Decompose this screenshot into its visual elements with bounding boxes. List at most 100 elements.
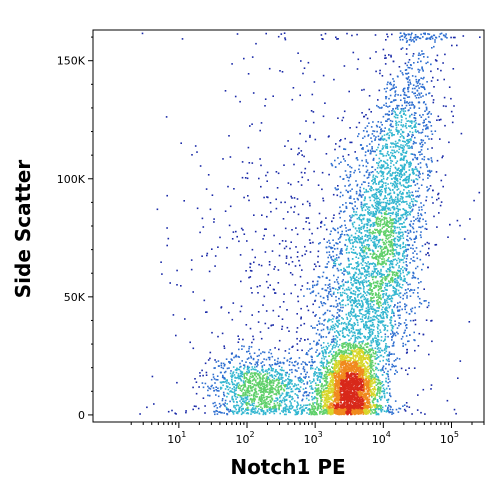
data-point <box>318 333 321 335</box>
data-point <box>384 282 387 285</box>
data-point <box>365 321 367 323</box>
data-point <box>329 362 331 364</box>
data-point <box>363 379 365 381</box>
data-point <box>317 390 320 392</box>
data-point <box>320 403 322 405</box>
data-point <box>368 385 370 387</box>
data-point <box>382 320 385 322</box>
data-point <box>431 161 433 163</box>
data-point <box>404 255 406 257</box>
data-point <box>388 404 390 407</box>
data-point <box>340 408 343 410</box>
data-point <box>324 387 327 390</box>
data-point <box>332 255 335 258</box>
data-point <box>338 361 340 364</box>
data-point <box>347 372 349 374</box>
data-point <box>343 410 345 412</box>
data-point <box>346 399 349 402</box>
data-point <box>360 201 363 204</box>
data-point <box>358 315 360 317</box>
data-point <box>331 341 333 343</box>
data-point <box>339 404 342 406</box>
data-point <box>336 366 338 368</box>
data-point <box>311 367 314 370</box>
data-point <box>291 383 293 385</box>
data-point <box>370 353 373 356</box>
data-point <box>435 243 438 246</box>
data-point <box>324 302 327 305</box>
data-point <box>341 381 344 383</box>
data-point <box>354 213 357 216</box>
data-point <box>335 407 338 409</box>
data-point <box>379 392 381 395</box>
data-point <box>344 369 347 372</box>
data-point <box>354 388 357 390</box>
data-point <box>413 238 415 240</box>
data-point <box>401 201 403 204</box>
data-point <box>347 346 350 349</box>
data-point <box>374 216 377 218</box>
data-point <box>394 275 397 277</box>
data-point <box>317 376 319 379</box>
data-point <box>366 381 368 384</box>
data-point <box>399 245 402 248</box>
data-point <box>387 221 389 224</box>
data-point <box>341 310 343 312</box>
data-point <box>328 279 331 281</box>
data-point <box>343 346 346 348</box>
data-point <box>405 324 408 326</box>
data-point <box>358 412 361 414</box>
data-point <box>345 395 347 397</box>
data-point <box>306 412 308 414</box>
data-point <box>364 235 366 237</box>
data-point <box>329 380 332 382</box>
data-point <box>391 345 394 347</box>
data-point <box>373 315 375 318</box>
data-point <box>339 175 342 178</box>
data-points <box>139 32 481 416</box>
data-point <box>397 169 399 172</box>
data-point <box>377 172 380 175</box>
data-point <box>330 370 332 373</box>
data-point <box>373 130 376 133</box>
data-point <box>361 242 363 245</box>
data-point <box>394 304 396 306</box>
data-point <box>323 384 325 387</box>
data-point <box>364 396 367 398</box>
data-point <box>355 351 357 353</box>
data-point <box>341 357 344 359</box>
data-point <box>345 393 348 395</box>
data-point <box>353 359 356 362</box>
data-point <box>374 380 376 382</box>
data-point <box>415 235 417 237</box>
data-point <box>338 352 341 354</box>
data-point <box>323 238 325 240</box>
data-point <box>360 249 362 251</box>
data-point <box>343 377 346 380</box>
data-point <box>335 299 337 302</box>
data-point <box>350 343 352 346</box>
data-point <box>331 338 333 341</box>
data-point <box>322 328 325 331</box>
data-point <box>363 396 365 399</box>
data-point <box>364 239 367 242</box>
data-point <box>374 243 377 245</box>
data-point <box>380 311 383 314</box>
data-point <box>392 290 395 292</box>
data-point <box>353 371 356 374</box>
data-point <box>338 372 340 374</box>
data-point <box>361 403 363 405</box>
data-point <box>373 370 375 372</box>
data-point <box>322 313 325 316</box>
data-point <box>381 249 383 251</box>
data-point <box>383 395 386 397</box>
data-point <box>358 300 360 302</box>
data-point <box>318 276 321 279</box>
data-point <box>335 367 337 369</box>
data-point <box>370 319 373 322</box>
data-point <box>383 317 385 320</box>
data-point <box>359 361 362 363</box>
data-point <box>364 292 367 294</box>
data-point <box>395 290 397 293</box>
data-point <box>336 371 339 374</box>
